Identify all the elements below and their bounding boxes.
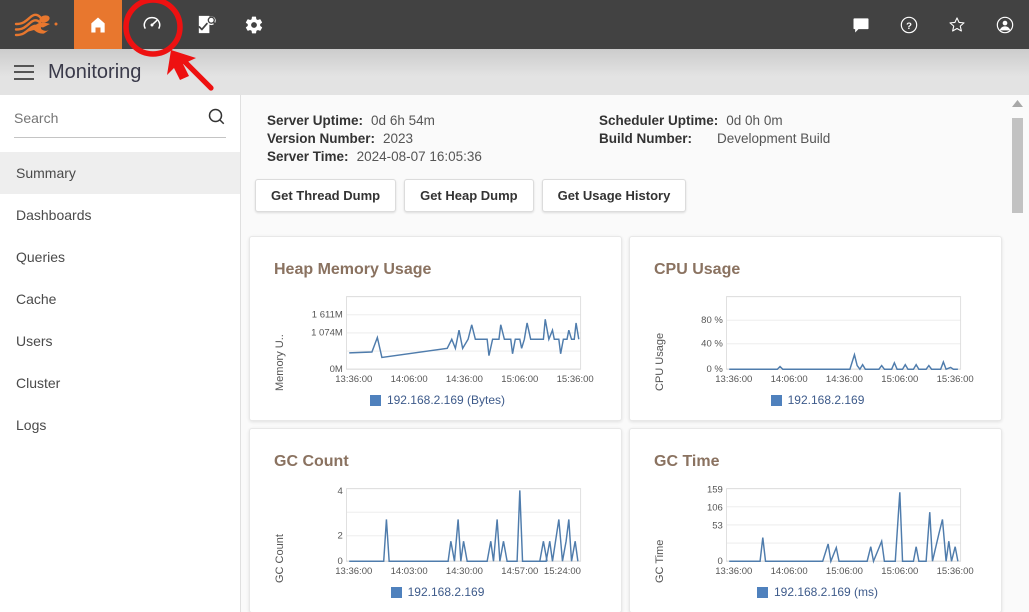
svg-text:13:36:00: 13:36:00: [335, 374, 372, 385]
svg-text:15:36:00: 15:36:00: [937, 566, 974, 577]
svg-text:1 611M: 1 611M: [312, 310, 343, 321]
svg-text:14:03:00: 14:03:00: [391, 566, 428, 577]
svg-text:?: ?: [906, 20, 912, 31]
svg-text:15:36:00: 15:36:00: [937, 374, 974, 385]
svg-text:15:06:00: 15:06:00: [881, 374, 918, 385]
svg-text:1 074M: 1 074M: [311, 328, 343, 339]
svg-text:14:06:00: 14:06:00: [771, 566, 808, 577]
svg-text:14:57:00: 14:57:00: [501, 566, 538, 577]
svg-text:53: 53: [712, 521, 723, 532]
svg-text:106: 106: [707, 502, 723, 513]
svg-text:2: 2: [338, 531, 343, 542]
svg-text:15:06:00: 15:06:00: [826, 566, 863, 577]
svg-text:15:36:00: 15:36:00: [557, 374, 594, 385]
svg-text:14:36:00: 14:36:00: [826, 374, 863, 385]
svg-text:14:36:00: 14:36:00: [446, 374, 483, 385]
svg-text:80 %: 80 %: [701, 315, 723, 326]
svg-text:15:06:00: 15:06:00: [881, 566, 918, 577]
svg-text:13:36:00: 13:36:00: [715, 566, 752, 577]
svg-text:15:24:00: 15:24:00: [544, 566, 581, 577]
svg-text:14:06:00: 14:06:00: [771, 374, 808, 385]
svg-text:14:30:00: 14:30:00: [446, 566, 483, 577]
svg-text:14:06:00: 14:06:00: [391, 374, 428, 385]
svg-text:4: 4: [338, 486, 344, 497]
svg-text:15:06:00: 15:06:00: [501, 374, 538, 385]
svg-text:13:36:00: 13:36:00: [335, 566, 372, 577]
svg-text:40 %: 40 %: [701, 339, 723, 350]
svg-text:13:36:00: 13:36:00: [715, 374, 752, 385]
svg-text:159: 159: [707, 484, 723, 495]
